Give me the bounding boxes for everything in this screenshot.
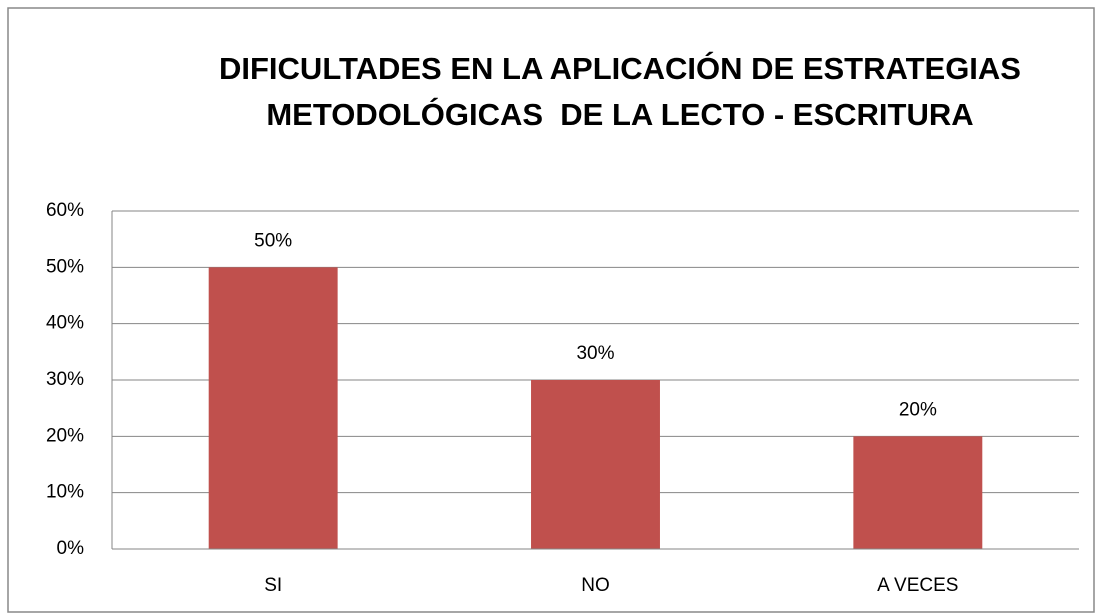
bar xyxy=(853,436,983,549)
chart-frame xyxy=(7,7,1095,613)
x-tick-label: A VECES xyxy=(877,575,958,596)
y-tick-label: 30% xyxy=(46,369,84,390)
chart-title: DIFICULTADES EN LA APLICACIÓN DE ESTRATE… xyxy=(219,51,1030,132)
y-tick-label: 50% xyxy=(46,256,84,277)
data-label: 50% xyxy=(254,230,292,251)
data-label: 20% xyxy=(899,399,937,420)
bar xyxy=(531,380,660,549)
x-tick-label: NO xyxy=(581,575,610,596)
data-label: 30% xyxy=(576,343,614,364)
y-tick-label: 20% xyxy=(46,425,84,446)
y-tick-label: 40% xyxy=(46,313,84,334)
x-tick-label: SI xyxy=(264,575,282,596)
y-tick-label: 10% xyxy=(46,482,84,503)
y-tick-label: 60% xyxy=(46,200,84,221)
bar xyxy=(208,267,338,549)
y-tick-label: 0% xyxy=(57,538,85,559)
